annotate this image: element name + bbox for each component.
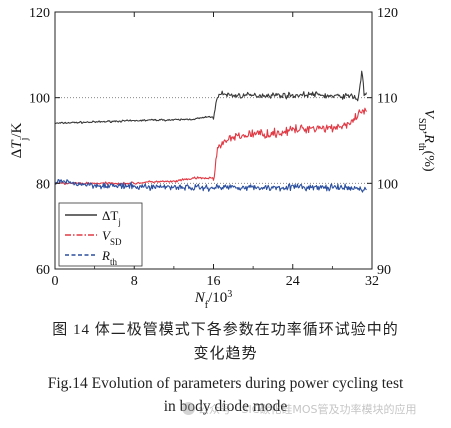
x-axis-label: Nf/103 xyxy=(194,289,233,311)
axes: 0 8 16 24 32 60 80 100 120 90 100 110 120 Nf/103 ΔTj/K… xyxy=(9,6,436,311)
figure-caption-cn-line1: 图 14 体二极管模式下各参数在功率循环试验中的 xyxy=(52,322,399,338)
figure-caption-cn-line2: 变化趋势 xyxy=(193,346,258,362)
y-right-axis-label: VSD,Rth(%) xyxy=(417,109,437,172)
figure-caption-en-line2: in body diode mode xyxy=(163,398,288,415)
x-tick-label-2: 16 xyxy=(207,274,221,289)
y-right-tick-label-3: 120 xyxy=(377,6,398,21)
y-right-tick-label-0: 90 xyxy=(377,263,391,278)
x-tick-label-4: 32 xyxy=(365,274,379,289)
watermark-text: 公众号 · SIC碳化硅MOS管及功率模块的应用 xyxy=(198,403,417,416)
y-left-tick-label-2: 100 xyxy=(29,92,50,107)
legend-label-1: VSD xyxy=(102,228,122,247)
figure-caption-en-line1: Fig.14 Evolution of parameters during po… xyxy=(47,375,404,392)
legend-box xyxy=(58,202,143,267)
x-tick-label-0: 0 xyxy=(52,274,59,289)
y-left-tick-label-0: 60 xyxy=(36,263,50,278)
legend-label-0: ΔTj xyxy=(102,208,121,227)
y-left-tick-label-3: 120 xyxy=(29,6,50,21)
x-tick-label-1: 8 xyxy=(131,274,138,289)
series-line-0 xyxy=(54,70,368,125)
y-left-axis-label: ΔTj/K xyxy=(9,122,30,158)
series-line-2 xyxy=(54,178,367,193)
legend-label-2: Rth xyxy=(101,248,117,267)
series-line-1 xyxy=(54,107,367,186)
y-right-tick-label-1: 100 xyxy=(377,177,398,192)
y-right-tick-label-2: 110 xyxy=(377,92,397,107)
watermark-logo-icon xyxy=(182,402,195,415)
plot-area xyxy=(54,69,372,193)
x-tick-label-3: 24 xyxy=(286,274,300,289)
y-left-tick-label-1: 80 xyxy=(36,177,50,192)
